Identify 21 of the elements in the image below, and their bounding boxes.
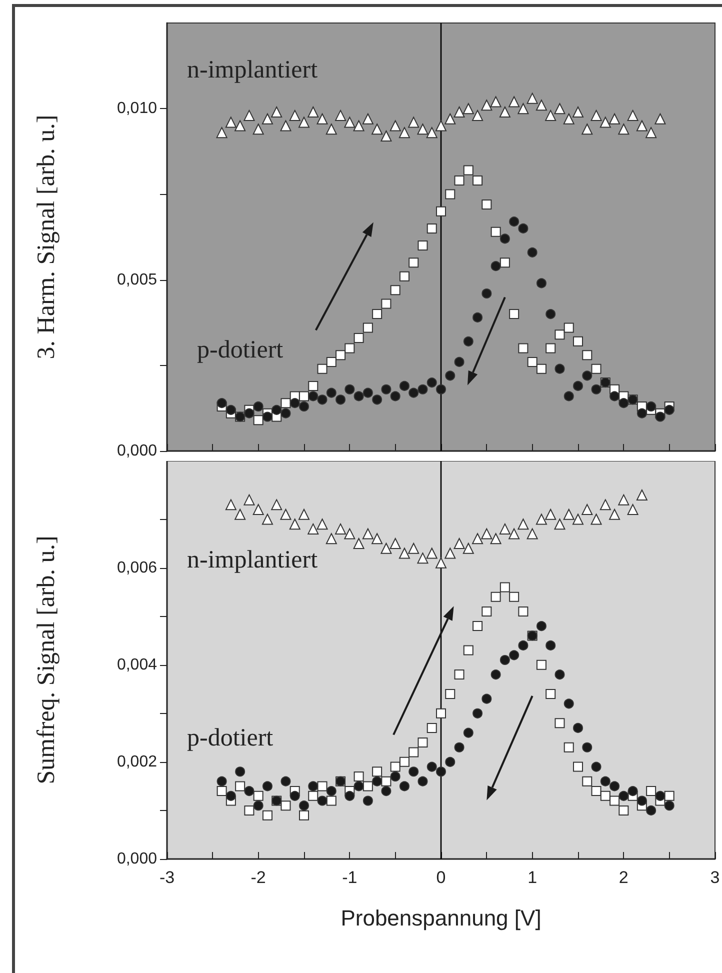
- y-tick-label: 0,004: [116, 656, 158, 674]
- x-tick-label: -2: [250, 868, 266, 887]
- x-tick-label: 0: [436, 868, 446, 887]
- annotation: n-implantiert: [187, 56, 318, 84]
- y-axis-title: Sumfreq. Signal [arb. u.]: [33, 536, 60, 784]
- annotation: n-implantiert: [187, 546, 318, 574]
- y-tick-label: 0,005: [116, 271, 158, 288]
- y-tick-label: 0,010: [116, 100, 158, 118]
- y-tick-label: 0,000: [116, 442, 158, 460]
- y-tick-label: 0,006: [116, 559, 158, 576]
- y-tick-label: 0,002: [116, 753, 158, 770]
- annotation: p-dotiert: [197, 336, 284, 364]
- y-axis-title: 3. Harm. Signal [arb. u.]: [33, 114, 60, 360]
- x-tick-label: -3: [159, 868, 175, 887]
- x-tick-label: 1: [528, 868, 538, 887]
- y-tick-label: 0,000: [116, 850, 158, 868]
- x-tick-label: 3: [710, 868, 720, 887]
- x-tick-label: -1: [342, 868, 358, 887]
- x-tick-label: 2: [618, 868, 628, 887]
- x-axis-title: Probenspannung [V]: [340, 906, 542, 930]
- annotation: p-dotiert: [187, 724, 274, 752]
